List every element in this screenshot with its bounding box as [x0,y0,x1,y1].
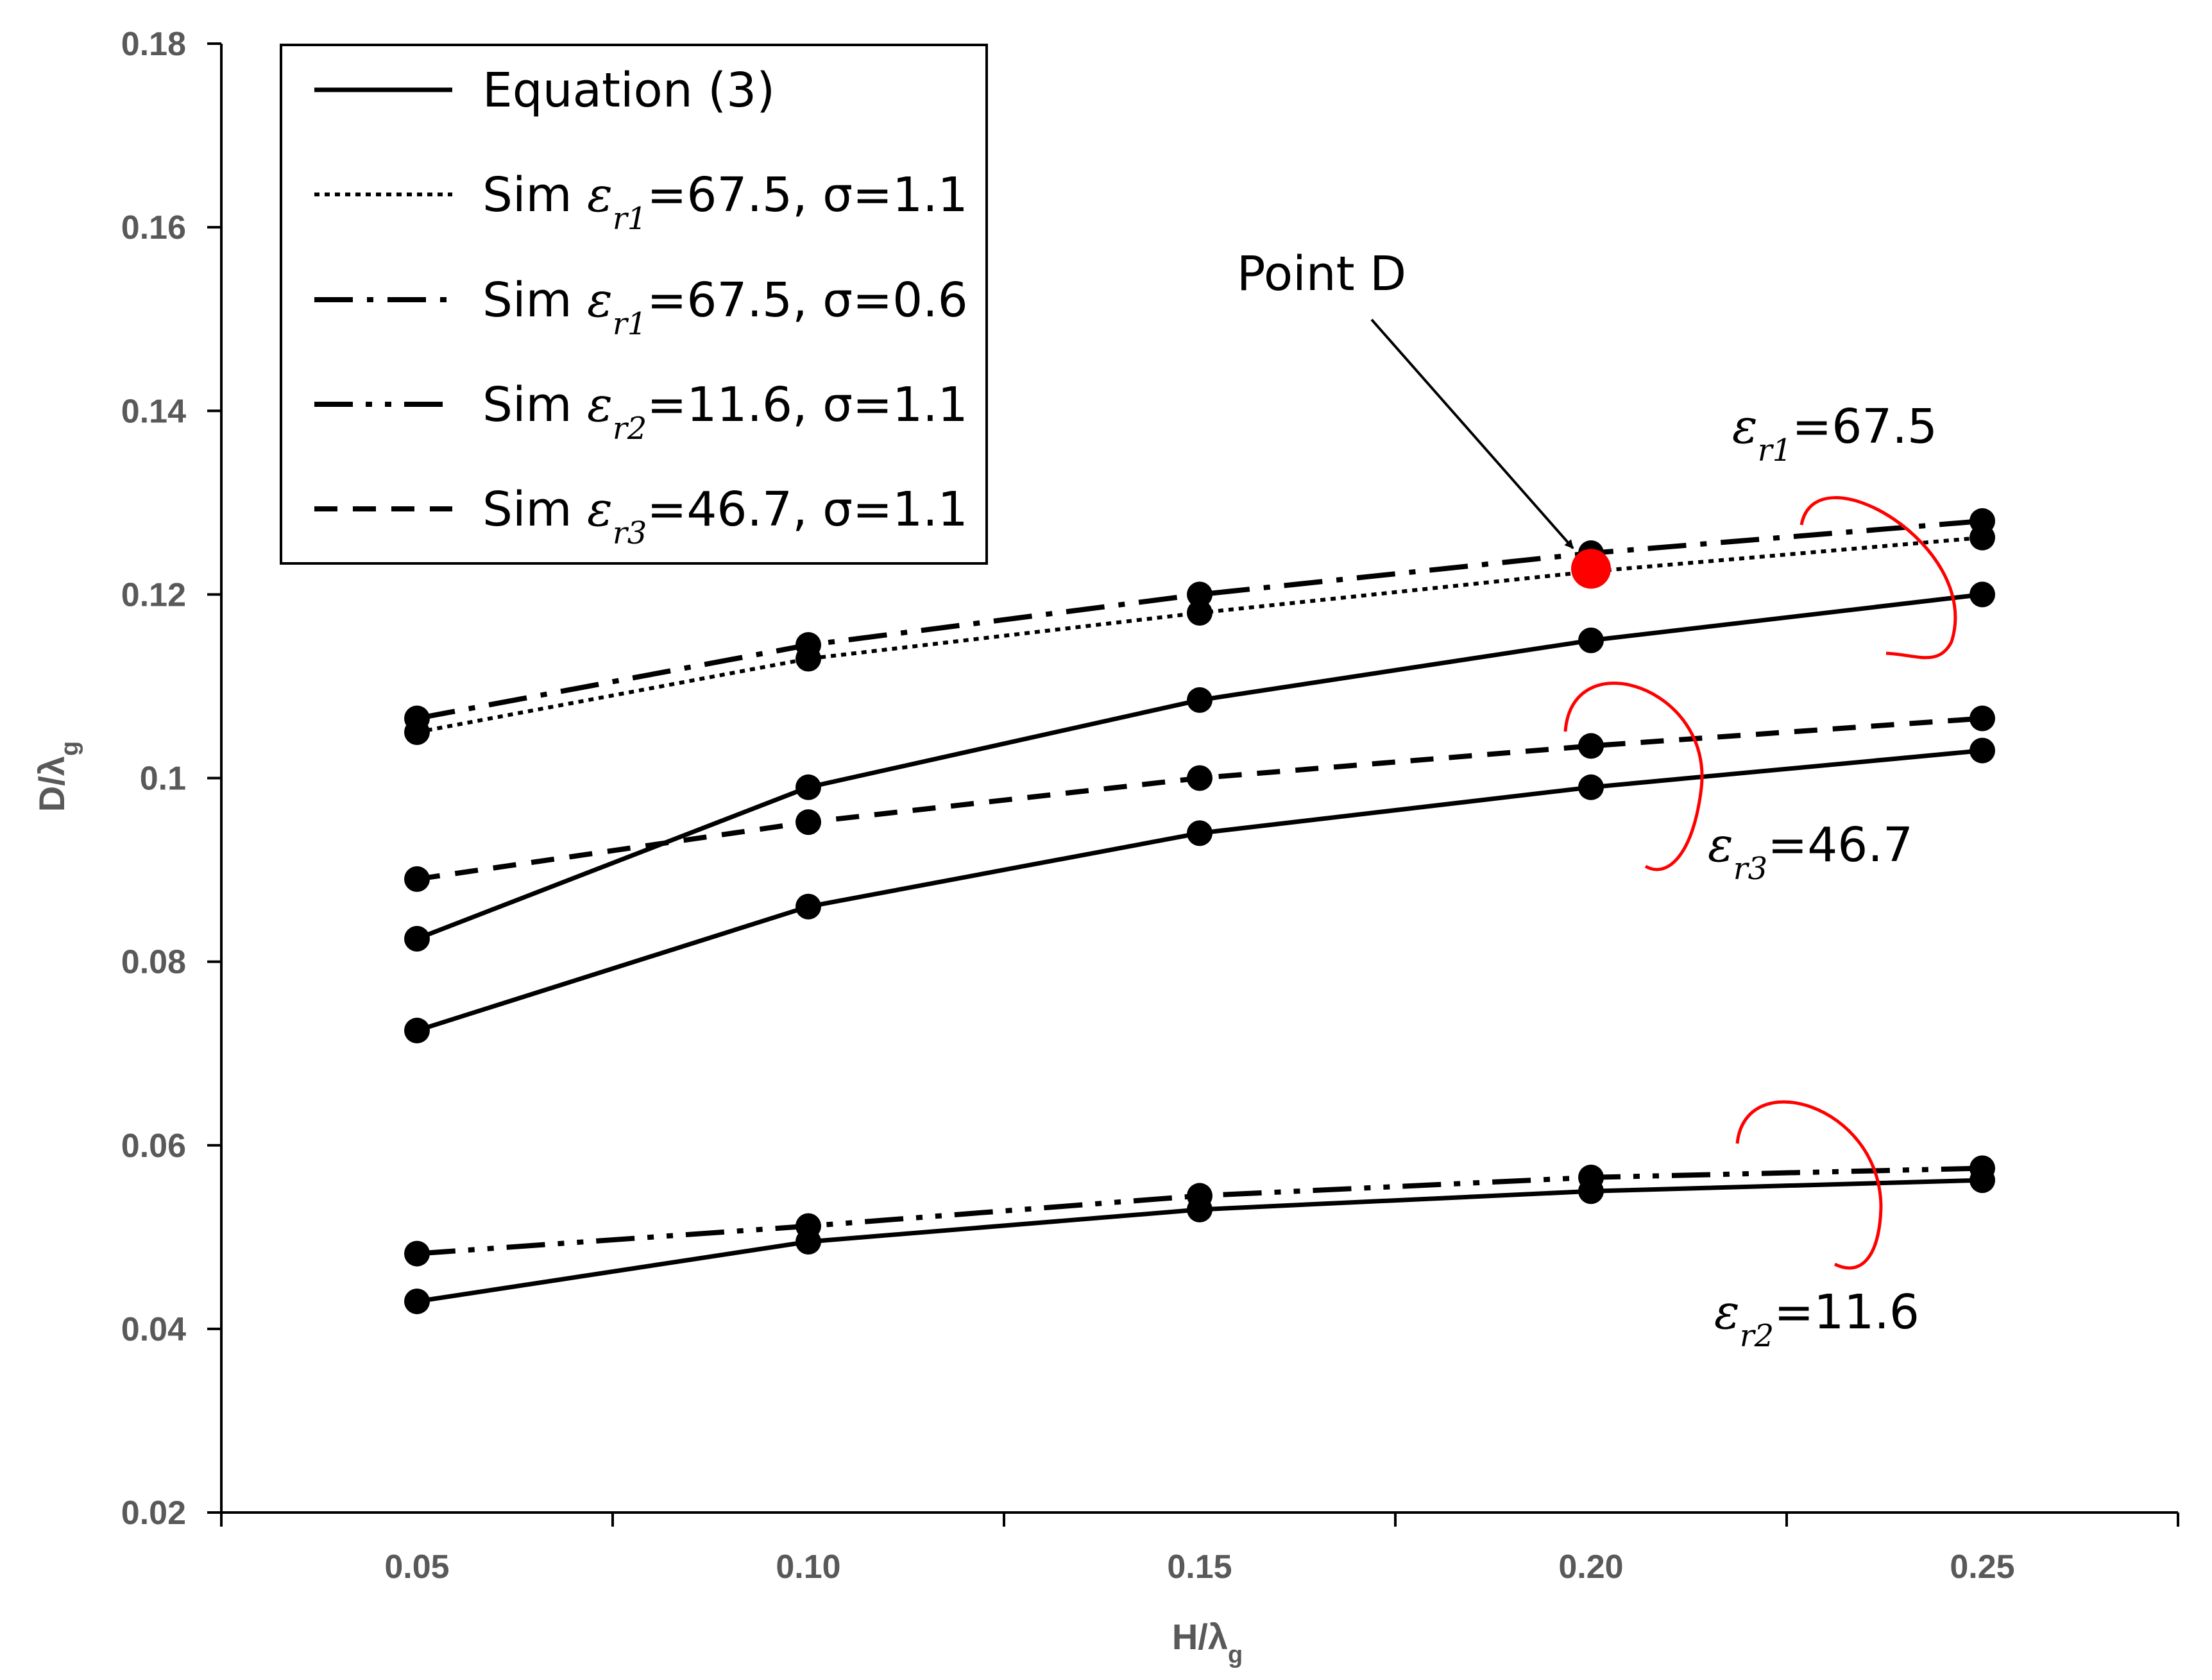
legend-label: Equation (3) [482,63,775,118]
data-point [1187,687,1212,713]
x-axis-title: H/λg [1172,1616,1243,1668]
annotations: Point D εr1=67.5 εr3=46.7 εr2=11.6 [1237,246,1957,1354]
data-point [1187,599,1212,626]
series-line [416,748,1983,1033]
y-tick-label: 0.02 [121,1495,186,1532]
data-point [1578,627,1604,653]
data-point [404,1240,430,1267]
legend: Equation (3) Sim εr1=67.5, σ=1.1 Sim εr1=6… [280,44,988,565]
bracket-er1 [1799,496,1957,660]
data-point [404,1288,430,1314]
y-tick-label: 0.14 [121,393,186,430]
data-point [1970,1155,1995,1181]
data-point [1187,820,1212,846]
data-point [795,632,821,658]
data-point [1187,765,1212,791]
data-point [1970,508,1995,534]
legend-label: Sim εr1=67.5, σ=0.6 [482,273,968,342]
point-d-arrow [1370,318,1574,549]
y-tick-label: 0.18 [121,26,186,63]
x-tick-label: 0.10 [776,1548,840,1586]
point-d-label: Point D [1237,246,1406,302]
x-tick-label: 0.15 [1167,1548,1232,1586]
group-label: εr2=11.6 [1714,1285,1919,1354]
legend-box [280,44,988,565]
y-tick-label: 0.08 [121,944,186,981]
bracket-er3 [1563,681,1704,871]
y-tick-label: 0.06 [121,1127,186,1165]
data-point [795,774,821,800]
group-label: εr3=46.7 [1708,818,1913,887]
x-tick-label: 0.20 [1558,1548,1623,1586]
x-tick-label: 0.05 [384,1548,449,1586]
legend-label: Sim εr1=67.5, σ=1.1 [482,167,968,237]
data-point [1578,774,1604,800]
data-point [1187,1183,1212,1209]
x-tick-label: 0.25 [1950,1548,2014,1586]
y-axis-title: D/λg [31,741,83,812]
y-tick-label: 0.16 [121,209,186,246]
legend-label: Sim εr3=46.7, σ=1.1 [482,482,968,551]
data-point [1578,1164,1604,1190]
y-tick-label: 0.04 [121,1311,186,1348]
data-point [1970,705,1995,732]
data-point [1187,581,1212,608]
data-point [795,893,821,920]
data-point [404,705,430,732]
data-point [1970,581,1995,608]
group-label: εr1=67.5 [1732,399,1937,468]
data-point [404,866,430,892]
points-layer [404,508,1995,1314]
y-tick-label: 0.1 [140,760,186,798]
y-tick-label: 0.12 [121,576,186,613]
legend-label: Sim εr2=11.6, σ=1.1 [482,377,968,447]
series-line [416,518,1983,721]
point-d-marker [1571,549,1611,589]
data-point [795,809,821,836]
data-point [795,1213,821,1239]
axes: 0.02 0.04 0.06 0.08 0.1 0.12 0.14 0.16 0.18 0.05 0… [121,26,2179,1586]
data-point [1970,737,1995,764]
data-point [404,925,430,952]
data-point [404,1017,430,1043]
data-point [1578,733,1604,759]
bracket-er2 [1735,1100,1883,1270]
